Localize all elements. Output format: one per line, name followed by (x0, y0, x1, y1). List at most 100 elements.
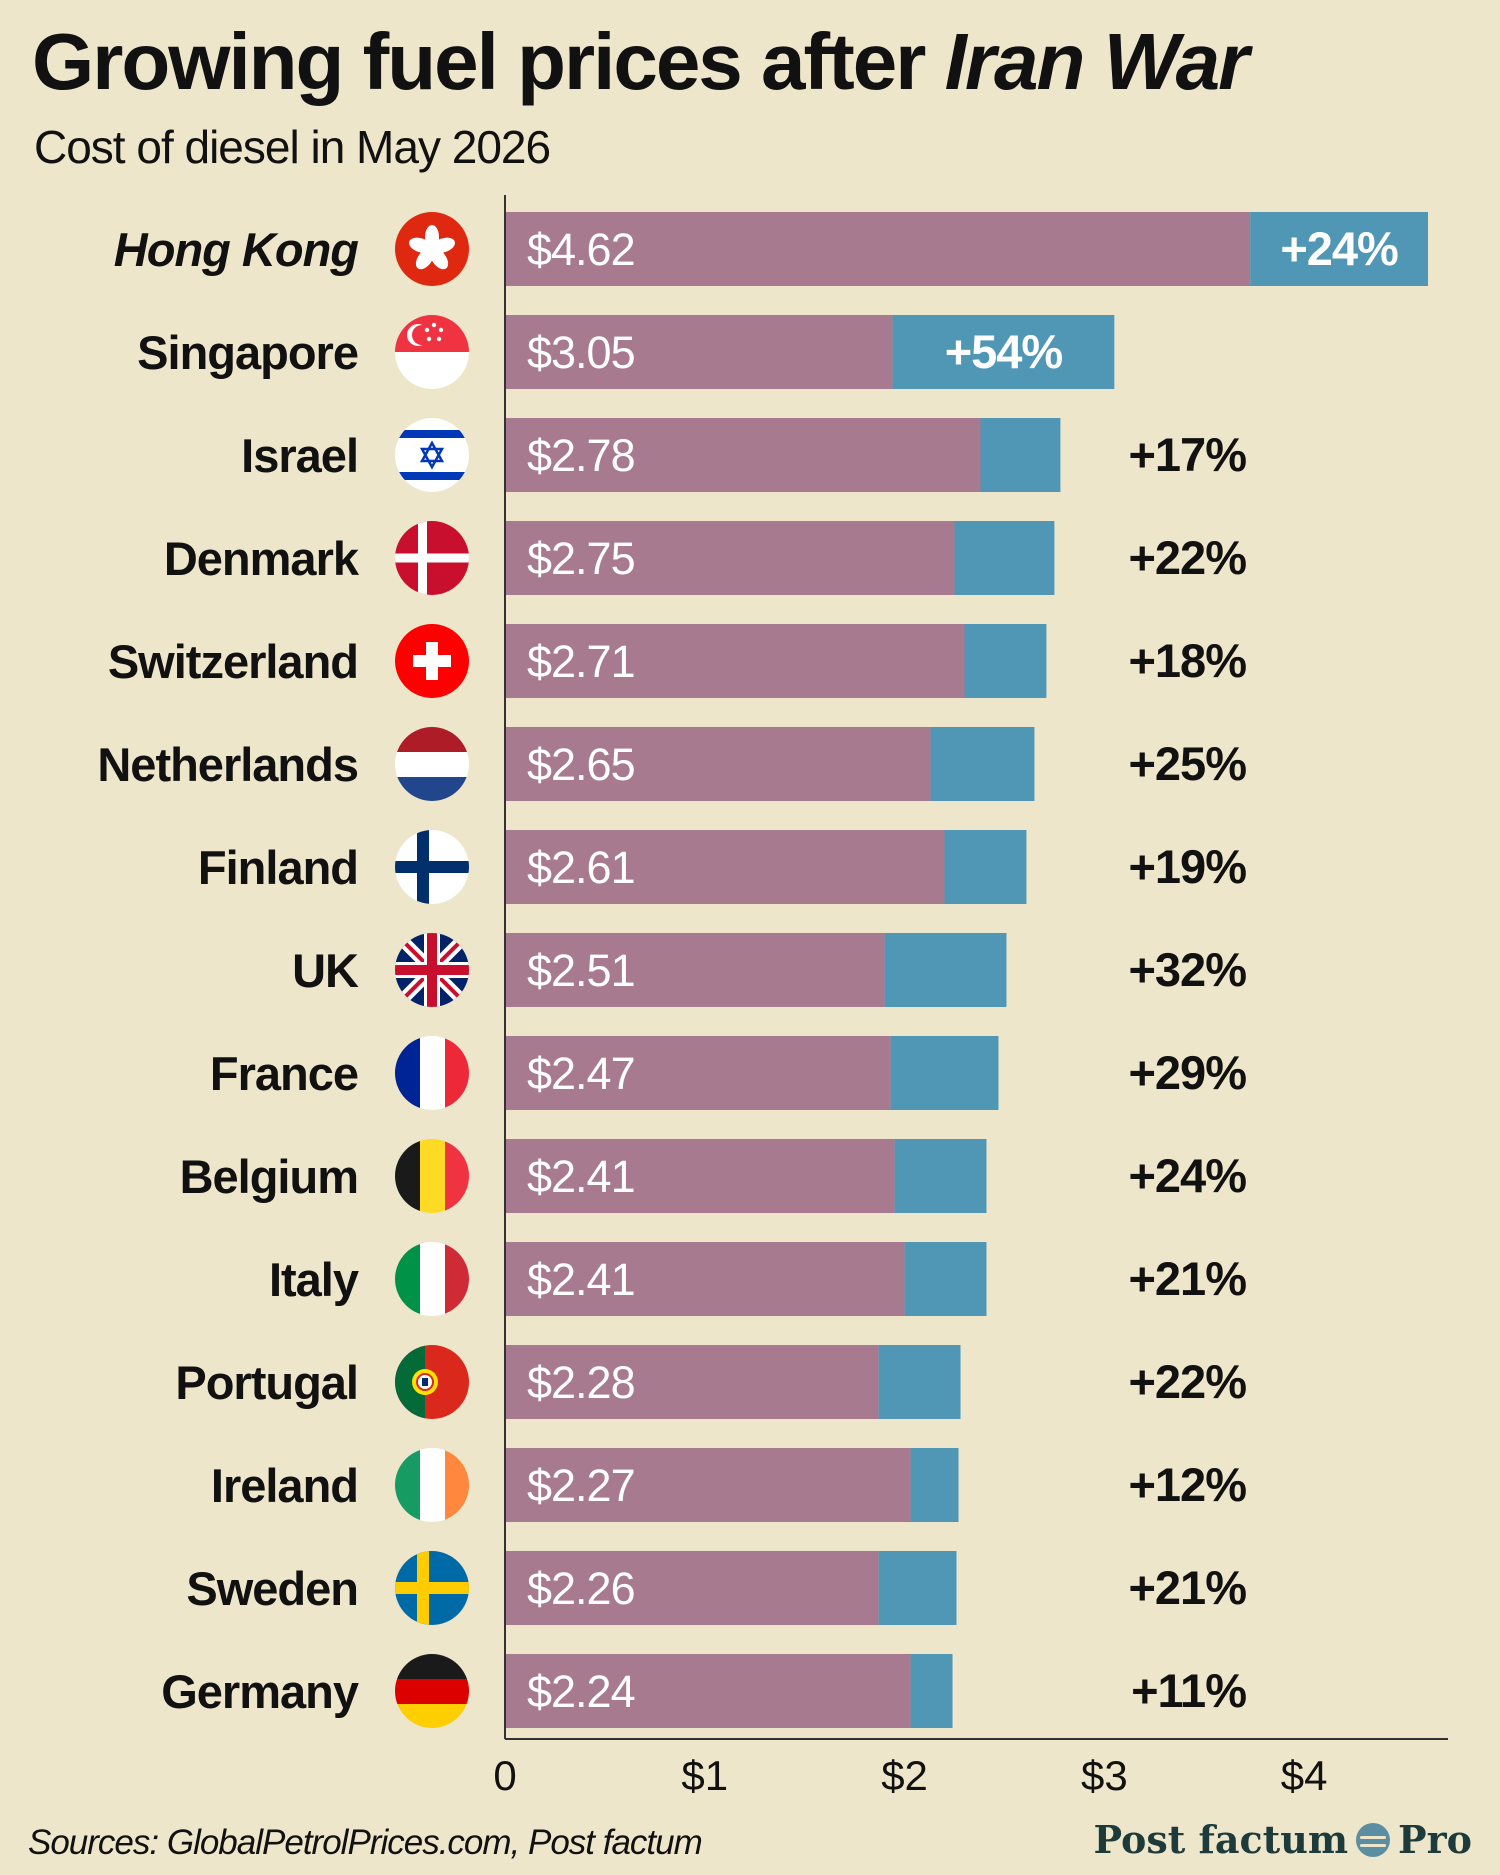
bar-row-italy: Italy $2.41 +21% (269, 1242, 1247, 1316)
uk-flag-icon (395, 933, 469, 1007)
bar-row-israel: Israel $2.78 +17% (241, 418, 1247, 492)
change-label: +29% (1128, 1046, 1246, 1099)
price-label: $2.71 (527, 636, 635, 687)
israel-flag-icon (395, 418, 469, 492)
finland-flag-icon (395, 830, 469, 904)
price-label: $2.28 (527, 1357, 635, 1408)
bar-base-segment (505, 315, 893, 389)
change-label: +19% (1128, 840, 1246, 893)
x-tick-label: $4 (1281, 1752, 1328, 1799)
price-label: $2.51 (527, 945, 635, 996)
bar-increase-segment (930, 727, 1035, 801)
chart-subtitle: Cost of diesel in May 2026 (34, 121, 551, 173)
bar-increase-segment (894, 1139, 987, 1213)
bar-increase-segment (884, 933, 1007, 1007)
source-note: Sources: GlobalPetrolPrices.com, Post fa… (28, 1823, 703, 1862)
title-emphasis: Iran War (944, 17, 1250, 106)
change-label: +25% (1128, 737, 1246, 790)
bar-increase-segment (890, 1036, 999, 1110)
bar-row-hong-kong: Hong Kong $4.62 +24% (114, 212, 1428, 286)
country-label: Denmark (164, 532, 360, 585)
bar-increase-segment (980, 418, 1061, 492)
country-label: Sweden (186, 1562, 358, 1615)
switzerland-flag-icon (395, 624, 469, 698)
price-label: $2.78 (527, 430, 635, 481)
country-label: Portugal (175, 1356, 358, 1409)
italy-flag-icon (395, 1242, 469, 1316)
price-label: $2.41 (527, 1151, 635, 1202)
country-label: Italy (269, 1253, 359, 1306)
bar-base-segment (505, 1139, 895, 1213)
price-label: $2.26 (527, 1563, 635, 1614)
bar-base-segment (505, 624, 965, 698)
netherlands-flag-icon (395, 727, 469, 801)
wave-globe-icon (1356, 1822, 1391, 1857)
sweden-flag-icon (395, 1551, 469, 1625)
country-label: Finland (198, 841, 358, 894)
country-label: Hong Kong (114, 223, 358, 276)
country-label: France (210, 1047, 358, 1100)
bar-row-uk: UK $2.51 +32% (292, 933, 1247, 1007)
bar-base-segment (505, 727, 931, 801)
price-label: $4.62 (527, 224, 635, 275)
change-label: +54% (945, 325, 1063, 378)
singapore-flag-icon (395, 315, 469, 389)
bar-row-germany: Germany $2.24 +11% (161, 1654, 1247, 1728)
price-label: $2.41 (527, 1254, 635, 1305)
country-label: Ireland (211, 1459, 358, 1512)
bar-chart: Hong Kong $4.62 +24% Singapore $3.05 +54% Isra… (97, 195, 1448, 1799)
belgium-flag-icon (395, 1139, 469, 1213)
change-label: +17% (1128, 428, 1246, 481)
country-label: Singapore (137, 326, 358, 379)
bar-row-netherlands: Netherlands $2.65 +25% (97, 727, 1247, 801)
bar-base-segment (505, 1654, 911, 1728)
bar-increase-segment (878, 1551, 957, 1625)
change-label: +21% (1128, 1252, 1246, 1305)
bar-base-segment (505, 418, 981, 492)
country-label: Netherlands (97, 738, 358, 791)
bar-row-finland: Finland $2.61 +19% (198, 830, 1247, 904)
country-label: Switzerland (108, 635, 358, 688)
country-label: Germany (161, 1665, 359, 1718)
bar-increase-segment (892, 315, 1115, 389)
bar-row-ireland: Ireland $2.27 +12% (211, 1448, 1247, 1522)
price-label: $3.05 (527, 327, 635, 378)
price-label: $2.47 (527, 1048, 635, 1099)
france-flag-icon (395, 1036, 469, 1110)
title-main: Growing fuel prices after (32, 17, 945, 106)
bar-increase-segment (964, 624, 1047, 698)
bar-increase-segment (910, 1448, 959, 1522)
change-label: +18% (1128, 634, 1246, 687)
x-tick-label: 0 (493, 1752, 516, 1799)
country-label: UK (292, 944, 359, 997)
bar-base-segment (505, 1242, 905, 1316)
change-label: +32% (1128, 943, 1246, 996)
bar-base-segment (505, 1036, 891, 1110)
price-label: $2.75 (527, 533, 635, 584)
bar-increase-segment (944, 830, 1027, 904)
bar-row-switzerland: Switzerland $2.71 +18% (108, 624, 1247, 698)
bar-increase-segment (904, 1242, 987, 1316)
brand-logo: Post factum Pro (1093, 1817, 1472, 1862)
portugal-flag-icon (395, 1345, 469, 1419)
bar-increase-segment (910, 1654, 953, 1728)
price-label: $2.27 (527, 1460, 635, 1511)
change-label: +22% (1128, 531, 1246, 584)
bar-base-segment (505, 933, 885, 1007)
bar-row-denmark: Denmark $2.75 +22% (164, 521, 1247, 595)
country-label: Belgium (180, 1150, 358, 1203)
brand-name: Post factum (1093, 1817, 1349, 1862)
price-label: $2.61 (527, 842, 635, 893)
chart-title: Growing fuel prices after Iran War (32, 22, 1249, 102)
denmark-flag-icon (395, 521, 469, 595)
change-label: +11% (1131, 1664, 1246, 1717)
bar-increase-segment (954, 521, 1055, 595)
price-label: $2.65 (527, 739, 635, 790)
change-label: +21% (1128, 1561, 1246, 1614)
price-label: $2.24 (527, 1666, 635, 1717)
bar-row-singapore: Singapore $3.05 +54% (137, 315, 1115, 389)
x-tick-label: $3 (1081, 1752, 1128, 1799)
bar-base-segment (505, 1448, 911, 1522)
bar-increase-segment (1250, 212, 1428, 286)
x-tick-label: $2 (881, 1752, 928, 1799)
